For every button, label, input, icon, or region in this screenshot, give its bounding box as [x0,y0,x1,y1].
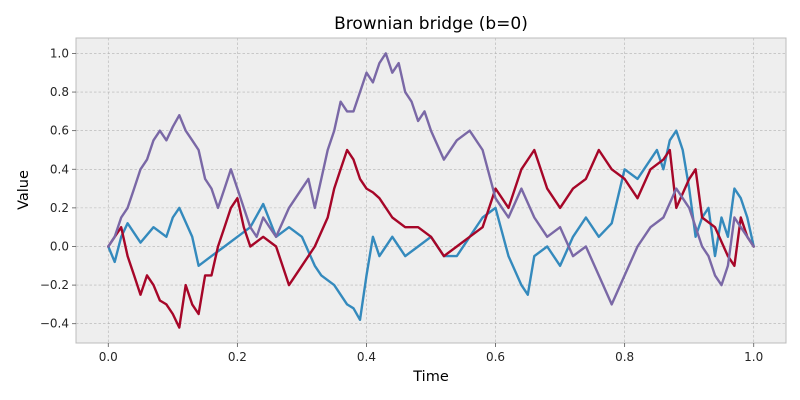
chart-title: Brownian bridge (b=0) [334,14,528,34]
ticks: 0.0 0.2 0.4 0.6 0.8 1.0 −0.4 −0.2 0.0 0.2 0.4 0.6 0.… [40,46,763,364]
plot-frame [75,37,787,344]
x-tick-label: 0.4 [357,350,376,364]
y-tick-label: −0.2 [40,278,69,292]
y-tick-label: 0.0 [50,239,69,253]
y-tick-label: 0.6 [50,124,69,138]
x-axis-label: Time [412,369,449,385]
series-line-2 [107,148,755,329]
y-tick-label: 0.2 [50,201,69,215]
x-tick-label: 0.0 [99,350,118,364]
x-tick-label: 0.2 [228,350,247,364]
y-axis-label: Value [16,170,32,210]
y-tick-label: 0.4 [50,162,69,176]
y-tick-label: −0.4 [40,317,69,331]
series-line-3 [107,52,755,306]
plot-area [76,38,786,343]
x-tick-label: 0.6 [486,350,505,364]
y-tick-label: 0.8 [50,85,69,99]
x-tick-label: 1.0 [744,350,763,364]
x-tick-label: 0.8 [615,350,634,364]
y-tick-label: 1.0 [50,46,69,60]
series-layer [107,52,755,329]
